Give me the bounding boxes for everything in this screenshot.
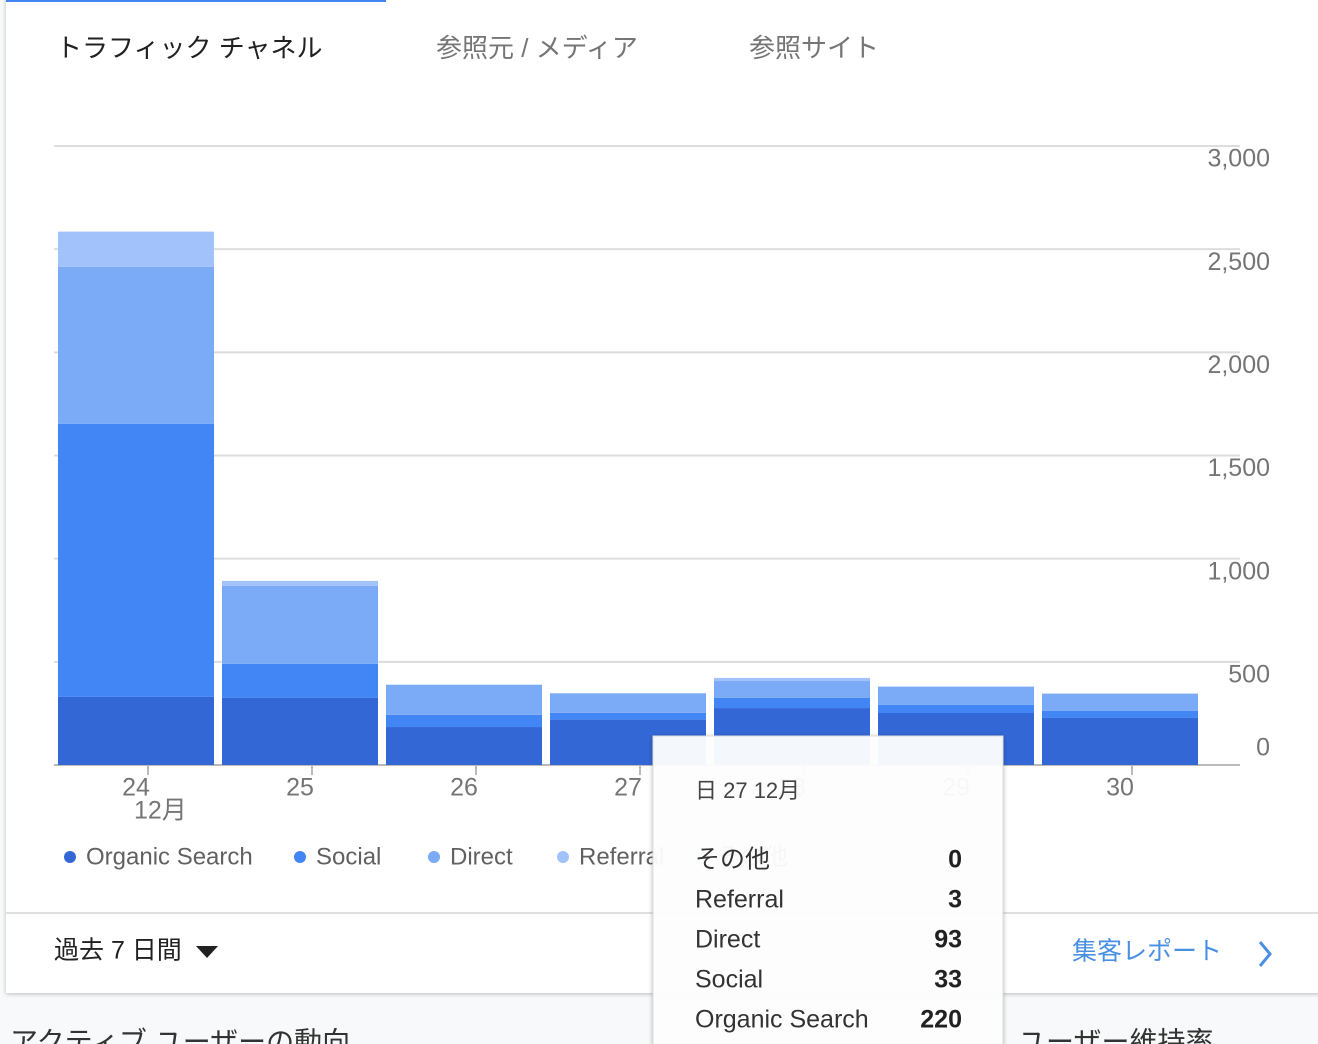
legend-label: Social xyxy=(316,843,381,870)
next-card-title: ユーザー維持率 xyxy=(1018,1026,1213,1044)
tooltip: 日 27 12月 その他 0 Referral 3 Direct 93 Social 33 Or… xyxy=(652,735,1004,1044)
tab[interactable]: トラフィック チャネル xyxy=(56,33,322,63)
x-tick-label: 26 xyxy=(450,774,478,802)
tooltip-label: Direct xyxy=(695,926,760,954)
bar-segment xyxy=(714,681,870,698)
bar-segment xyxy=(1042,694,1198,711)
legend-dot xyxy=(557,851,569,863)
bar-segment xyxy=(222,697,378,765)
chevron[interactable] xyxy=(1258,941,1272,967)
bar-segment xyxy=(714,697,870,709)
tooltip-label: Social xyxy=(695,966,763,994)
y-tick-label: 1,000 xyxy=(1207,557,1270,585)
legend-dot xyxy=(64,851,76,863)
tooltip-value: 0 xyxy=(948,846,962,874)
bar-segment xyxy=(550,693,706,713)
bar-segment xyxy=(222,663,378,698)
y-tick-label: 2,000 xyxy=(1207,351,1270,379)
tooltip-value: 220 xyxy=(920,1006,962,1034)
bar-segment xyxy=(714,677,870,682)
bar-segment xyxy=(1042,717,1198,765)
bar-segment xyxy=(58,696,214,765)
tooltip-label: その他 xyxy=(695,846,770,874)
tooltip-value: 33 xyxy=(934,966,962,994)
x-tick-label: 30 xyxy=(1106,774,1134,802)
tooltip-label: Referral xyxy=(695,886,784,914)
tooltip-value: 3 xyxy=(948,886,962,914)
period-selector[interactable]: 過去 7 日間 xyxy=(54,937,182,965)
bar-segment xyxy=(58,266,214,424)
dropdown-arrow[interactable] xyxy=(196,946,218,958)
plot: 05001,0001,5002,0002,5003,00024252627282… xyxy=(54,145,1270,870)
tab-indicator xyxy=(6,0,386,2)
x-tick-label: 24 xyxy=(122,774,150,802)
bar-segment xyxy=(1042,710,1198,718)
bar-segment xyxy=(878,687,1034,705)
bar-segment xyxy=(386,714,542,728)
bar-segment xyxy=(58,423,214,697)
bar-segment xyxy=(1042,693,1198,695)
bar-segment xyxy=(386,684,542,715)
tooltip-label: Organic Search xyxy=(695,1006,869,1034)
x-tick-label: 27 xyxy=(614,774,642,802)
y-tick-label: 3,000 xyxy=(1207,145,1270,173)
legend-dot xyxy=(428,851,440,863)
tooltip-value: 93 xyxy=(934,926,962,954)
report-link[interactable]: 集客レポート xyxy=(1072,938,1222,966)
legend-label: Referral xyxy=(579,843,664,870)
legend-dot xyxy=(294,851,306,863)
bar-segment xyxy=(222,585,378,664)
y-tick-label: 0 xyxy=(1256,734,1270,762)
bar-segment xyxy=(386,727,542,765)
legend-label: Organic Search xyxy=(86,843,253,870)
bar-segment xyxy=(550,692,706,694)
bar-segment xyxy=(550,712,706,720)
next-card-title: アクティブ ユーザーの動向 xyxy=(10,1026,350,1044)
tab[interactable]: 参照元 / メディア xyxy=(436,33,638,63)
bar-segment xyxy=(878,686,1034,688)
y-tick-label: 500 xyxy=(1228,660,1270,688)
bar-segment xyxy=(222,580,378,586)
legend-label: Direct xyxy=(450,843,513,870)
y-tick-label: 1,500 xyxy=(1207,454,1270,482)
tooltip-title: 日 27 12月 xyxy=(695,778,800,803)
bar-segment xyxy=(878,704,1034,714)
y-tick-label: 2,500 xyxy=(1207,248,1270,276)
tab[interactable]: 参照サイト xyxy=(749,33,879,63)
x-month-label: 12月 xyxy=(134,797,187,825)
bar-segment xyxy=(58,231,214,267)
tooltip-box xyxy=(652,735,1004,1044)
x-tick-label: 25 xyxy=(286,774,314,802)
